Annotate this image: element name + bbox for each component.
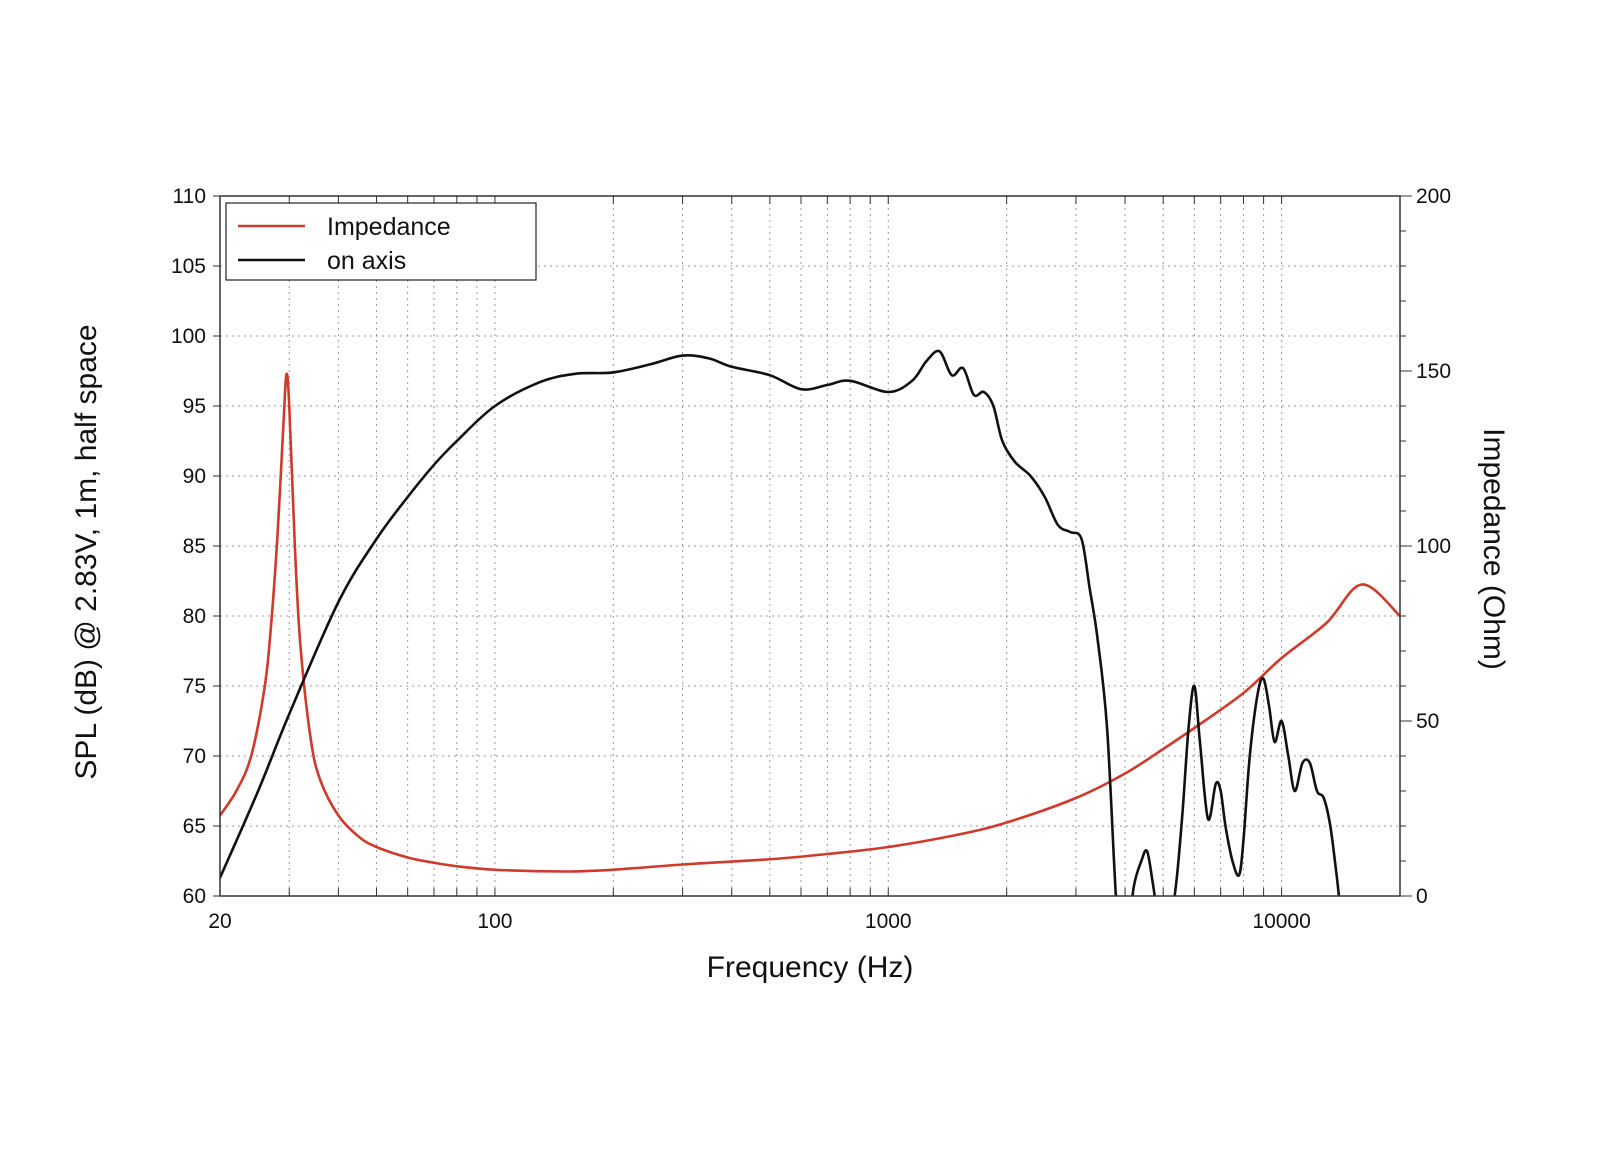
y-tick-label-left: 95 <box>183 395 206 418</box>
series-layer <box>220 349 1400 896</box>
y-tick-label-left: 60 <box>183 885 206 908</box>
y-tick-label-left: 70 <box>183 745 206 768</box>
legend-label-impedance: Impedance <box>327 213 451 241</box>
y-tick-label-left: 110 <box>173 185 206 208</box>
y-tick-label-left: 85 <box>183 535 206 558</box>
y-tick-label-left: 105 <box>171 255 206 278</box>
ticks: 60 65 70 75 80 85 90 95 100 105 110 0 50 100 150 200 20 1… <box>171 185 1451 933</box>
y-tick-label-right: 0 <box>1416 885 1428 908</box>
x-tick-label: 1000 <box>865 910 912 933</box>
y-axis-title-left: SPL (dB) @ 2.83V, 1m, half space <box>70 324 103 779</box>
on-axis-spl-curve <box>220 349 1341 896</box>
y-tick-label-left: 65 <box>183 815 206 838</box>
x-tick-label: 10000 <box>1252 910 1310 933</box>
grid <box>220 196 1400 896</box>
legend: Impedance on axis <box>225 202 537 281</box>
y-tick-label-right: 150 <box>1416 360 1451 383</box>
y-axis-title-right: Impedance (Ohm) <box>1477 428 1510 670</box>
y-tick-label-right: 200 <box>1416 185 1451 208</box>
y-tick-label-left: 80 <box>183 605 206 628</box>
x-tick-label: 100 <box>477 910 512 933</box>
y-tick-label-right: 50 <box>1416 710 1439 733</box>
y-tick-label-right: 100 <box>1416 535 1451 558</box>
y-tick-label-left: 90 <box>183 465 206 488</box>
x-axis-title: Frequency (Hz) <box>707 951 914 984</box>
x-tick-label: 20 <box>208 910 231 933</box>
impedance-curve <box>220 372 1400 873</box>
legend-box <box>225 202 537 281</box>
y-tick-label-left: 100 <box>171 325 206 348</box>
legend-label-on-axis: on axis <box>327 247 406 275</box>
y-tick-label-left: 75 <box>183 675 206 698</box>
